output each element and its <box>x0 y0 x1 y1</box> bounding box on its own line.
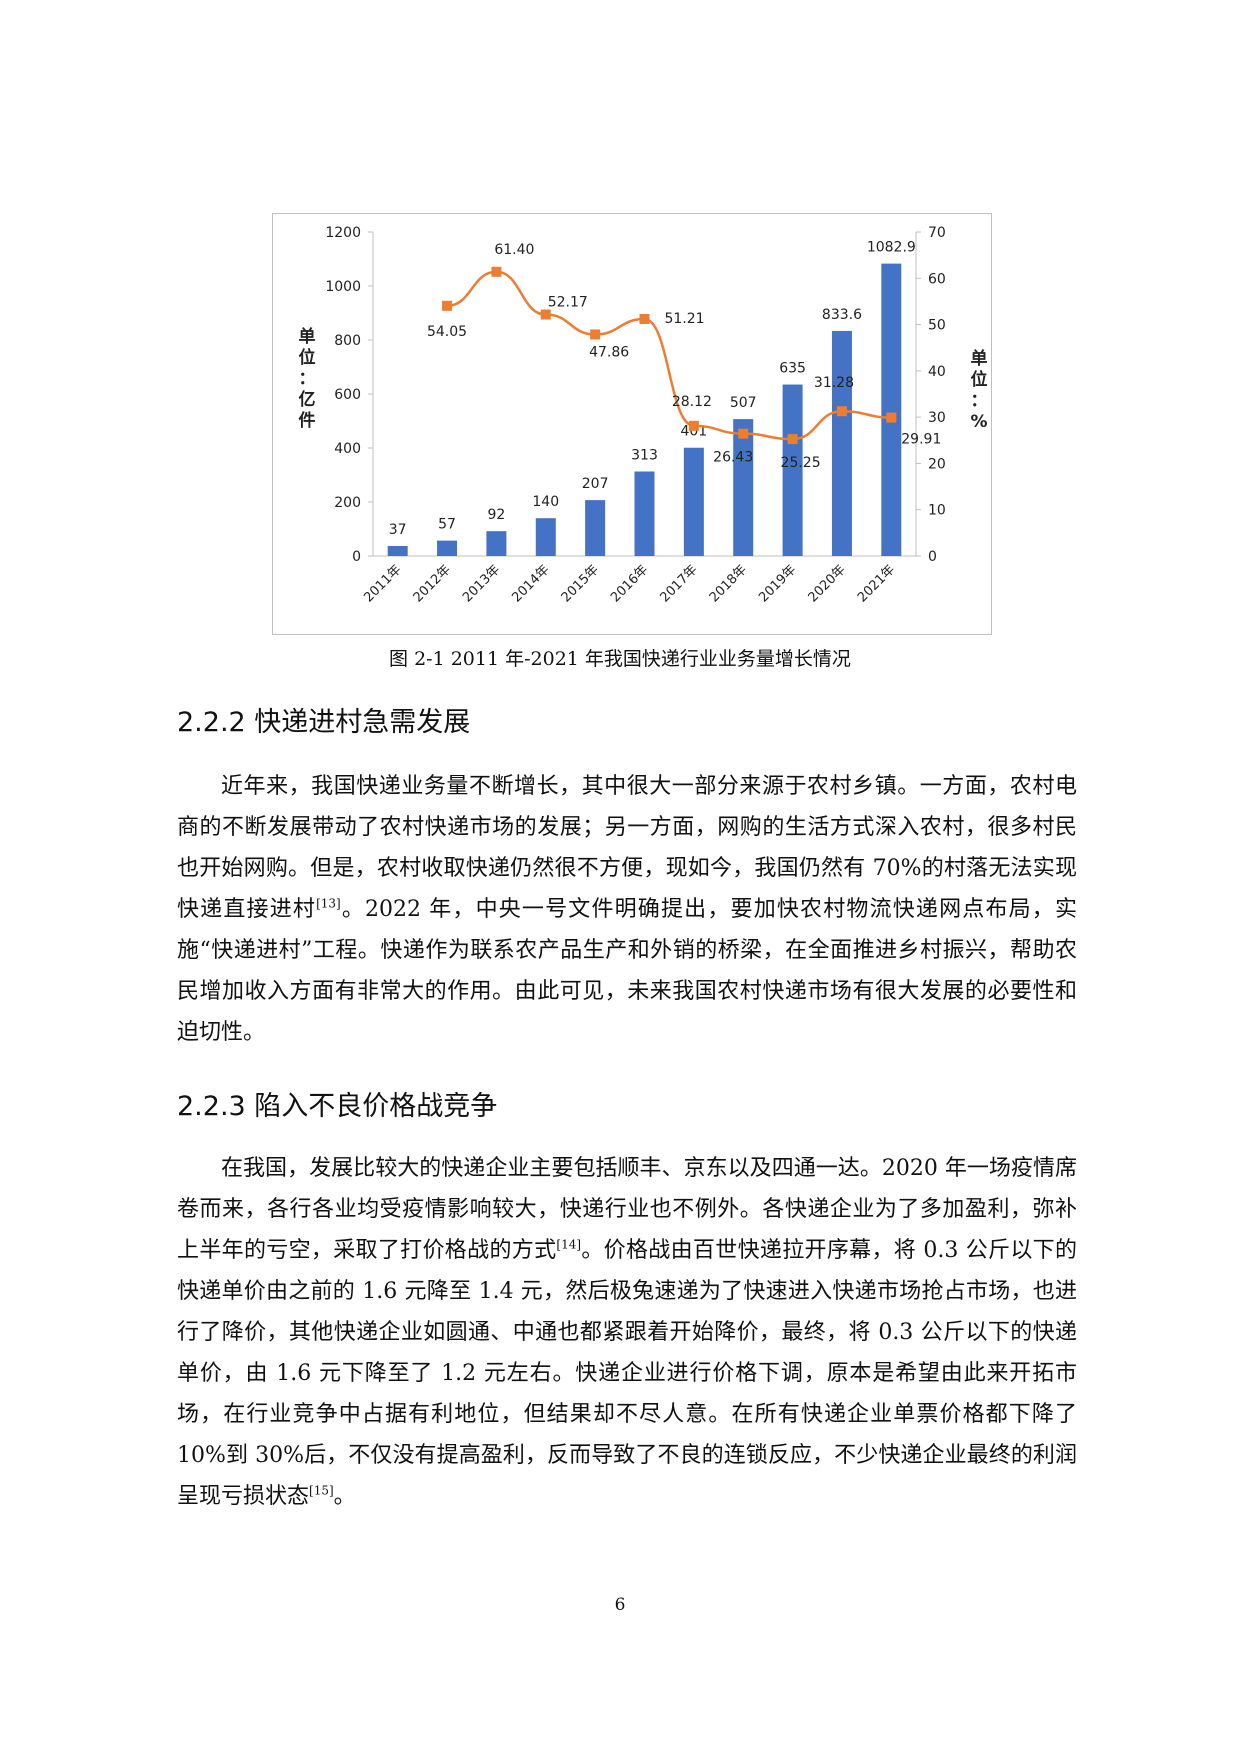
x-tick-label: 2015年 <box>559 562 602 605</box>
line-marker-2013年 <box>491 266 502 277</box>
bar-data-label: 833.6 <box>822 307 862 323</box>
citation-ref: [13] <box>316 896 341 911</box>
page-number: 6 <box>614 1595 626 1615</box>
y-left-tick-label: 400 <box>334 441 361 457</box>
paragraph-2-2-3: 在我国，发展比较大的快递企业主要包括顺丰、京东以及四通一达。2020 年一场疫情… <box>177 1148 1077 1517</box>
line-marker-2016年 <box>639 313 650 324</box>
y-left-tick-label: 800 <box>334 333 361 349</box>
bar-2013年 <box>486 531 507 556</box>
x-tick-label: 2020年 <box>806 562 849 605</box>
bar-data-label: 507 <box>730 395 757 411</box>
bar-2016年 <box>634 471 655 556</box>
y-right-tick-label: 40 <box>928 364 946 380</box>
figure-chart: 0 200 400 600 800 1000 1200 0 10 20 30 40 50 60 70 单位：亿… <box>272 213 992 635</box>
x-tick-label: 2016年 <box>608 562 651 605</box>
line-marker-2019年 <box>787 434 798 445</box>
line-marker-2014年 <box>540 309 551 320</box>
x-tick-label: 2018年 <box>707 562 750 605</box>
citation-ref: [14] <box>556 1237 582 1252</box>
line-marker-2015年 <box>590 329 601 340</box>
line-data-label: 28.12 <box>672 394 712 410</box>
y-left-axis-label: 单位：亿件 <box>299 326 316 431</box>
y-left-tick-label: 600 <box>334 387 361 403</box>
line-marker-2021年 <box>886 412 897 423</box>
bar-2015年 <box>585 500 606 556</box>
line-data-label: 25.25 <box>781 455 821 471</box>
line-data-label: 29.91 <box>901 432 941 448</box>
y-right-tick-label: 0 <box>928 549 937 565</box>
y-left-tick-label: 200 <box>334 495 361 511</box>
y-left-tick-label: 1000 <box>325 279 361 295</box>
x-tick-label: 2017年 <box>657 562 700 605</box>
bar-data-label: 1082.9 <box>867 240 916 256</box>
bar-data-label: 207 <box>582 476 609 492</box>
line-data-label: 61.40 <box>494 242 534 258</box>
x-tick-label: 2019年 <box>756 562 799 605</box>
line-marker-2017年 <box>688 420 699 431</box>
line-data-label: 47.86 <box>589 344 629 360</box>
heading-2-2-3: 2.2.3 陷入不良价格战竞争 <box>177 1091 498 1122</box>
line-marker-2018年 <box>738 428 749 439</box>
line-data-label: 31.28 <box>814 375 854 391</box>
x-tick-label: 2013年 <box>460 562 503 605</box>
paragraph-text: 近年来，我国快递业务量不断增长，其中很大一部分来源于农村乡镇。一方面，农村电商的… <box>177 774 1077 922</box>
bar-data-label: 140 <box>532 494 559 510</box>
y-right-tick-label: 70 <box>928 225 946 241</box>
bar-data-label: 92 <box>487 507 505 523</box>
bar-data-label: 401 <box>680 424 707 440</box>
bar-data-label: 57 <box>438 517 456 533</box>
bar-2021年 <box>881 263 902 556</box>
y-right-tick-label: 20 <box>928 456 946 472</box>
bar-2018年 <box>733 419 754 556</box>
paragraph-text: 。 <box>333 1484 356 1509</box>
line-data-label: 26.43 <box>713 450 753 466</box>
paragraph-text: 在我国，发展比较大的快递企业主要包括顺丰、京东以及四通一达。2020 年一场疫情… <box>177 1156 1077 1263</box>
y-right-tick-label: 60 <box>928 271 946 287</box>
bar-data-label: 313 <box>631 447 658 463</box>
express-volume-chart: 0 200 400 600 800 1000 1200 0 10 20 30 40 50 60 70 单位：亿… <box>299 225 988 605</box>
paragraph-2-2-2: 近年来，我国快递业务量不断增长，其中很大一部分来源于农村乡镇。一方面，农村电商的… <box>177 766 1077 1053</box>
bar-data-label: 635 <box>779 361 806 377</box>
figure-caption: 图 2-1 2011 年-2021 年我国快递行业业务量增长情况 <box>389 648 851 670</box>
y-left-tick-label: 0 <box>352 549 361 565</box>
paragraph-text: 。2022 年，中央一号文件明确提出，要加快农村物流快递网点布局，实施“快递进村… <box>177 897 1077 1045</box>
citation-ref: [15] <box>309 1483 334 1498</box>
paragraph-text: 。价格战由百世快递拉开序幕，将 0.3 公斤以下的快递单价由之前的 1.6 元降… <box>177 1238 1077 1509</box>
bar-2012年 <box>437 540 458 556</box>
x-tick-label: 2011年 <box>361 562 404 605</box>
y-left-tick-label: 1200 <box>325 225 361 241</box>
line-data-label: 51.21 <box>664 311 704 327</box>
y-right-axis-label: 单位：% <box>970 348 987 432</box>
bar-2020年 <box>831 330 852 556</box>
x-tick-label: 2014年 <box>509 562 552 605</box>
bar-2019年 <box>782 384 803 556</box>
heading-2-2-2: 2.2.2 快递进村急需发展 <box>177 707 471 738</box>
y-right-tick-label: 30 <box>928 410 946 426</box>
growth-rate-line <box>446 270 892 441</box>
line-marker-2020年 <box>836 406 847 417</box>
bar-data-label: 37 <box>389 522 407 538</box>
y-right-tick-label: 50 <box>928 318 946 334</box>
line-data-label: 52.17 <box>548 295 588 311</box>
bar-2014年 <box>535 518 556 556</box>
y-right-tick-label: 10 <box>928 503 946 519</box>
bar-2017年 <box>683 447 704 556</box>
x-tick-label: 2012年 <box>411 562 454 605</box>
line-data-label: 54.05 <box>427 324 467 340</box>
x-tick-label: 2021年 <box>855 562 898 605</box>
bar-2011年 <box>387 546 408 556</box>
line-marker-2012年 <box>442 300 453 311</box>
